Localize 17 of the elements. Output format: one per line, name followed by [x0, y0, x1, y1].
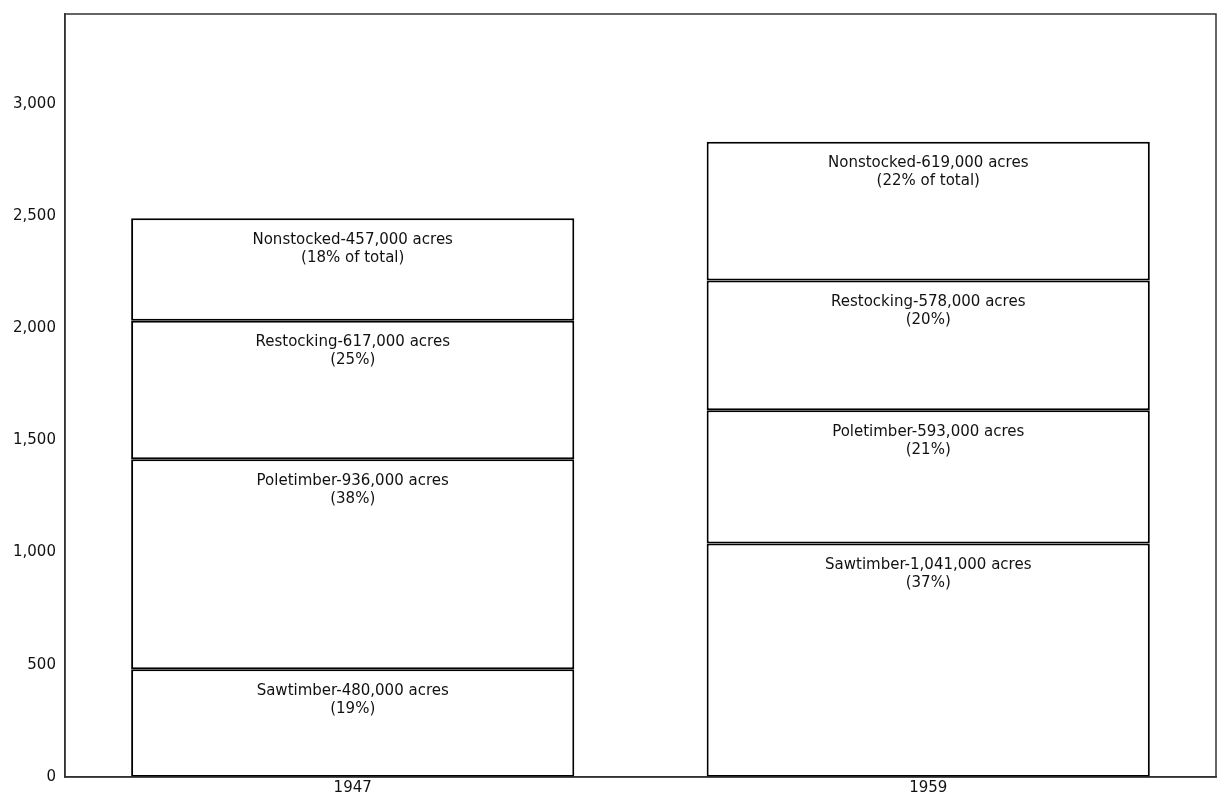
annotation: Nonstocked-619,000 acres (22% of total)	[828, 153, 1029, 190]
annotation: Sawtimber-480,000 acres (19%)	[256, 680, 449, 717]
x-tick-label: 1947	[333, 777, 372, 796]
x-tick-label: 1959	[909, 777, 948, 796]
annotation: Sawtimber-1,041,000 acres (37%)	[825, 554, 1032, 591]
y-tick-label: 1,000	[12, 542, 56, 561]
annotation: Restocking-617,000 acres (25%)	[255, 332, 451, 369]
y-tick-label: 1,500	[12, 430, 56, 449]
annotation: Poletimber-593,000 acres (21%)	[832, 421, 1025, 458]
annotation: Poletimber-936,000 acres (38%)	[256, 470, 450, 507]
y-tick-label: 500	[27, 654, 56, 673]
y-tick-label: 2,000	[12, 318, 56, 337]
y-tick-label: 2,500	[12, 205, 56, 224]
annotation: Restocking-578,000 acres (20%)	[830, 291, 1026, 328]
y-tick-label: 0	[46, 766, 56, 785]
y-tick-label: 3,000	[12, 93, 56, 112]
annotation: Nonstocked-457,000 acres (18% of total)	[252, 229, 454, 266]
